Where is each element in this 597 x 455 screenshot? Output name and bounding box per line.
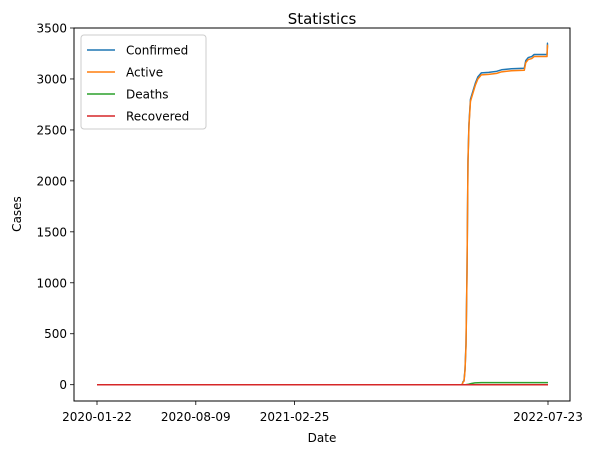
y-tick-label: 3500 — [36, 22, 67, 36]
y-tick-label: 2500 — [36, 123, 67, 137]
plot-frame — [73, 27, 571, 402]
x-axis-label: Date — [308, 431, 337, 445]
legend-box — [80, 34, 207, 130]
x-tick-label: 2022-07-23 — [513, 410, 583, 424]
chart-title: Statistics — [288, 10, 357, 28]
legend-label-active: Active — [126, 66, 163, 80]
series-line-active — [97, 44, 549, 386]
y-tick-label: 3000 — [36, 72, 67, 86]
x-tick-label: 2021-02-25 — [260, 410, 330, 424]
legend-label-deaths: Deaths — [126, 88, 169, 102]
y-tick-label: 500 — [44, 327, 67, 341]
y-tick-label: 2000 — [36, 174, 67, 188]
y-tick-label: 0 — [59, 378, 67, 392]
x-tick-label: 2020-01-22 — [62, 410, 132, 424]
legend-label-recovered: Recovered — [126, 110, 189, 124]
series-layer — [97, 42, 549, 386]
y-tick-label: 1500 — [36, 225, 67, 239]
y-axis-label: Cases — [10, 196, 24, 232]
legend: Confirmed Active Deaths Recovered — [80, 34, 207, 130]
legend-label-confirmed: Confirmed — [126, 44, 188, 58]
y-tick-label: 1000 — [36, 276, 67, 290]
x-tick-label: 2020-08-09 — [161, 410, 231, 424]
y-axis: 0 500 1000 1500 2000 2500 3000 3500 — [36, 22, 74, 392]
x-axis: 2020-01-22 2020-08-09 2021-02-25 2022-07-23 — [62, 401, 583, 424]
